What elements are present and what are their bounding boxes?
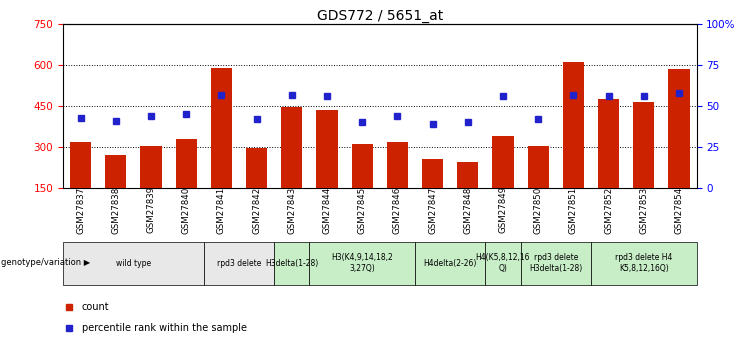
Text: rpd3 delete H4
K5,8,12,16Q): rpd3 delete H4 K5,8,12,16Q) xyxy=(615,253,672,273)
Bar xyxy=(387,141,408,188)
Bar xyxy=(63,241,204,285)
Bar xyxy=(492,136,514,188)
Bar xyxy=(176,139,197,188)
Bar xyxy=(562,62,584,188)
Text: wild type: wild type xyxy=(116,258,151,268)
Bar xyxy=(246,148,267,188)
Text: percentile rank within the sample: percentile rank within the sample xyxy=(82,324,247,333)
Text: GSM27839: GSM27839 xyxy=(147,186,156,234)
Text: H4(K5,8,12,16
Q): H4(K5,8,12,16 Q) xyxy=(476,253,531,273)
Text: rpd3 delete
H3delta(1-28): rpd3 delete H3delta(1-28) xyxy=(529,253,582,273)
Bar xyxy=(310,241,415,285)
Text: GSM27843: GSM27843 xyxy=(288,186,296,234)
Bar xyxy=(633,102,654,188)
Text: H3delta(1-28): H3delta(1-28) xyxy=(265,258,319,268)
Bar xyxy=(204,241,274,285)
Text: GSM27851: GSM27851 xyxy=(569,186,578,234)
Text: GSM27847: GSM27847 xyxy=(428,186,437,234)
Bar xyxy=(528,146,548,188)
Bar xyxy=(351,144,373,188)
Bar xyxy=(274,241,309,285)
Bar xyxy=(70,141,91,188)
Bar xyxy=(485,241,520,285)
Text: GSM27844: GSM27844 xyxy=(322,186,331,234)
Bar xyxy=(422,159,443,188)
Text: GSM27845: GSM27845 xyxy=(358,186,367,234)
Text: GSM27837: GSM27837 xyxy=(76,186,85,234)
Bar xyxy=(281,107,302,188)
Bar xyxy=(598,99,619,188)
Text: GSM27846: GSM27846 xyxy=(393,186,402,234)
Text: rpd3 delete: rpd3 delete xyxy=(217,258,261,268)
Title: GDS772 / 5651_at: GDS772 / 5651_at xyxy=(316,9,443,23)
Text: genotype/variation ▶: genotype/variation ▶ xyxy=(1,258,90,267)
Bar xyxy=(591,241,697,285)
Text: GSM27842: GSM27842 xyxy=(252,186,261,234)
Bar xyxy=(210,68,232,188)
Text: H4delta(2-26): H4delta(2-26) xyxy=(423,258,477,268)
Text: GSM27838: GSM27838 xyxy=(111,186,120,234)
Bar xyxy=(457,162,478,188)
Bar xyxy=(316,110,337,188)
Bar xyxy=(141,146,162,188)
Bar xyxy=(520,241,591,285)
Text: GSM27841: GSM27841 xyxy=(217,186,226,234)
Text: GSM27852: GSM27852 xyxy=(604,186,613,234)
Bar xyxy=(668,69,689,188)
Text: GSM27853: GSM27853 xyxy=(639,186,648,234)
Text: GSM27854: GSM27854 xyxy=(674,186,683,234)
Text: GSM27849: GSM27849 xyxy=(499,186,508,234)
Text: GSM27840: GSM27840 xyxy=(182,186,190,234)
Text: H3(K4,9,14,18,2
3,27Q): H3(K4,9,14,18,2 3,27Q) xyxy=(331,253,393,273)
Text: count: count xyxy=(82,302,110,312)
Text: GSM27850: GSM27850 xyxy=(534,186,542,234)
Bar xyxy=(415,241,485,285)
Bar xyxy=(105,155,126,188)
Text: GSM27848: GSM27848 xyxy=(463,186,472,234)
